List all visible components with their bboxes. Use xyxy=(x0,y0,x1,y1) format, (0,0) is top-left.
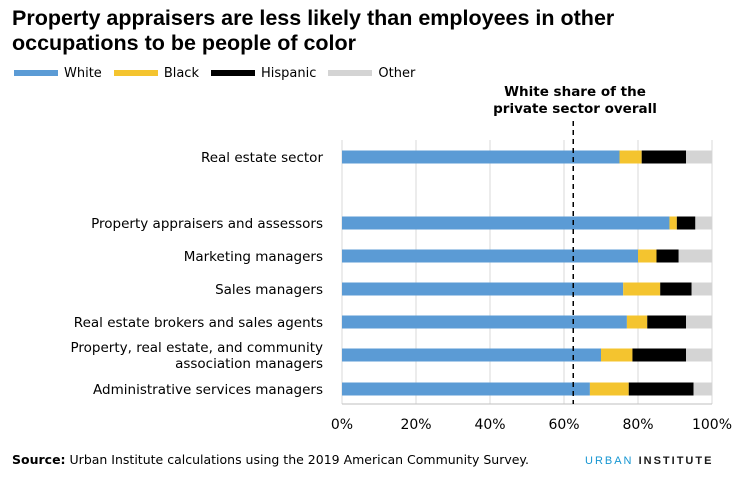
legend-item-white: White xyxy=(14,66,102,81)
source-note: Source: Urban Institute calculations usi… xyxy=(12,452,532,468)
legend: White Black Hispanic Other xyxy=(14,64,427,82)
chart-title: Property appraisers are less likely than… xyxy=(12,6,615,55)
source-text: Urban Institute calculations using the 2… xyxy=(69,452,530,467)
x-tick-label-5: 100% xyxy=(692,417,732,433)
category-label-3: Sales managers xyxy=(215,282,323,298)
x-tick-label-3: 60% xyxy=(548,417,579,433)
brand-logo: URBAN INSTITUTE xyxy=(585,455,713,467)
category-label-4: Real estate brokers and sales agents xyxy=(74,315,323,331)
x-tick-label-0: 0% xyxy=(331,417,353,433)
category-label-2: Marketing managers xyxy=(184,249,323,265)
legend-swatch-other xyxy=(328,70,373,76)
bar-hispanic-0 xyxy=(641,150,687,164)
bar-black-4 xyxy=(626,315,648,329)
brand-part1: URBAN xyxy=(585,455,634,467)
bar-black-3 xyxy=(623,282,661,296)
bar-white-3 xyxy=(342,282,624,296)
brand-part2: INSTITUTE xyxy=(638,455,714,467)
legend-swatch-black xyxy=(113,70,158,76)
source-label: Source: xyxy=(12,452,66,467)
bar-hispanic-4 xyxy=(647,315,687,329)
category-label-1: Property appraisers and assessors xyxy=(91,216,323,232)
bar-black-6 xyxy=(589,382,629,396)
bar-white-4 xyxy=(342,315,627,329)
x-tick-label-4: 80% xyxy=(622,417,653,433)
legend-label-black: Black xyxy=(163,65,199,81)
legend-item-hispanic: Hispanic xyxy=(211,66,316,81)
bar-black-0 xyxy=(619,150,642,164)
bar-black-5 xyxy=(601,348,633,362)
category-label-0: Real estate sector xyxy=(201,150,324,166)
legend-label-white: White xyxy=(64,65,102,81)
bar-white-6 xyxy=(342,382,590,396)
bar-other-3 xyxy=(691,282,712,296)
bar-hispanic-2 xyxy=(656,249,679,263)
category-label-5-line1: association managers xyxy=(175,356,323,372)
bar-white-2 xyxy=(342,249,638,263)
reference-line-label: White share of the private sector overal… xyxy=(493,84,657,117)
category-label-5-line0: Property, real estate, and community xyxy=(71,340,324,356)
bar-white-5 xyxy=(342,348,601,362)
legend-item-black: Black xyxy=(113,65,199,81)
legend-item-other: Other xyxy=(328,66,415,81)
bar-black-2 xyxy=(638,249,657,263)
legend-swatch-hispanic xyxy=(211,70,255,76)
bar-other-0 xyxy=(686,150,712,164)
bar-other-5 xyxy=(686,348,712,362)
bar-hispanic-6 xyxy=(628,382,694,396)
bar-hispanic-3 xyxy=(660,282,692,296)
bar-hispanic-5 xyxy=(632,348,687,362)
bar-white-1 xyxy=(342,216,670,230)
bar-white-0 xyxy=(342,150,620,164)
bar-other-1 xyxy=(695,216,712,230)
bar-hispanic-1 xyxy=(676,216,696,230)
legend-swatch-white xyxy=(14,70,58,76)
bar-black-1 xyxy=(669,216,677,230)
x-tick-label-1: 20% xyxy=(400,417,431,433)
x-tick-label-2: 40% xyxy=(474,417,505,433)
bar-other-2 xyxy=(678,249,712,263)
legend-label-hispanic: Hispanic xyxy=(261,65,317,81)
bar-other-6 xyxy=(693,382,712,396)
category-label-6: Administrative services managers xyxy=(93,382,323,398)
bar-other-4 xyxy=(686,315,712,329)
legend-label-other: Other xyxy=(378,65,416,81)
